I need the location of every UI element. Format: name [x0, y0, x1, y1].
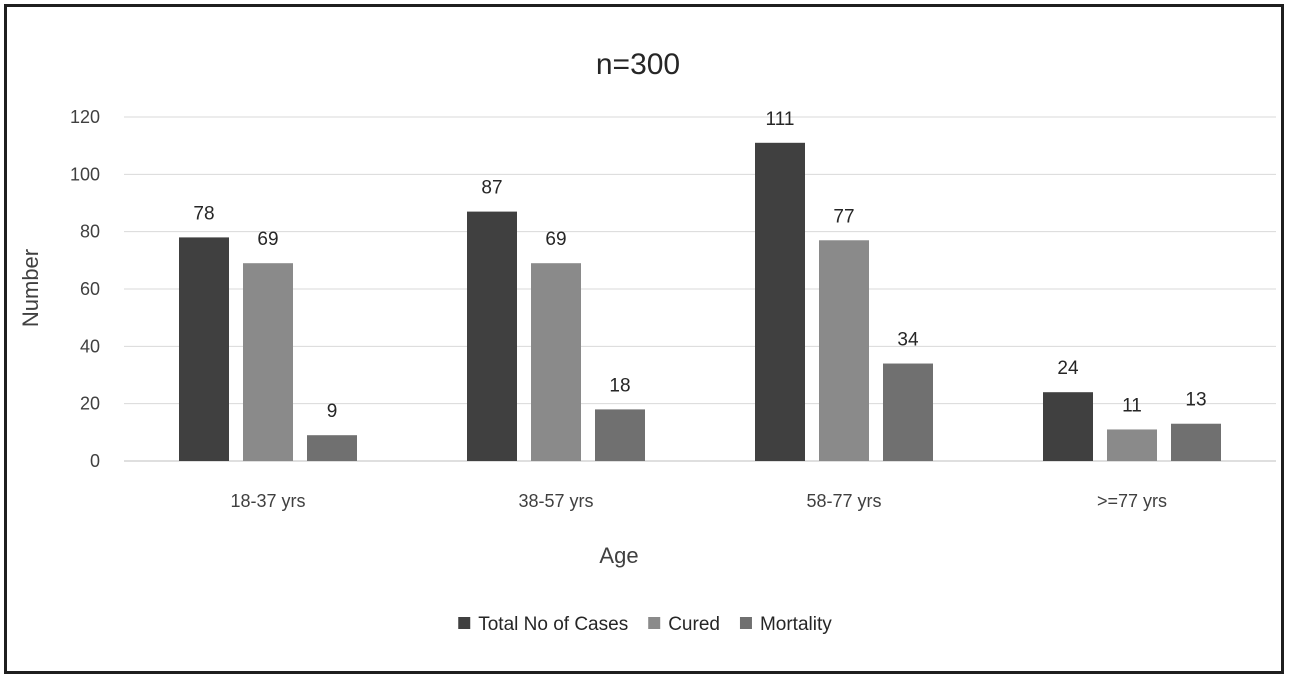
data-label: 24 — [1057, 358, 1079, 379]
x-tick-label: 38-57 yrs — [518, 491, 593, 511]
legend-label: Total No of Cases — [478, 614, 628, 635]
y-tick-label: 40 — [80, 336, 100, 356]
data-label: 34 — [897, 330, 919, 351]
data-label: 9 — [327, 401, 338, 422]
bar — [179, 237, 229, 461]
x-tick-label: 18-37 yrs — [230, 491, 305, 511]
data-label: 78 — [193, 203, 214, 224]
data-label: 18 — [609, 375, 630, 396]
y-tick-label: 0 — [90, 451, 100, 471]
y-tick-label: 100 — [70, 164, 100, 184]
bar — [1171, 423, 1221, 461]
bar — [243, 263, 293, 461]
legend-item: Cured — [648, 614, 720, 635]
data-label: 69 — [545, 229, 566, 250]
y-tick-label: 20 — [80, 394, 100, 414]
x-tick-label: 58-77 yrs — [806, 491, 881, 511]
bar — [883, 363, 933, 461]
data-label: 69 — [257, 229, 278, 250]
bar — [1043, 392, 1093, 461]
bar — [595, 409, 645, 461]
legend-label: Mortality — [760, 614, 832, 635]
data-label: 87 — [481, 178, 502, 199]
y-tick-label: 60 — [80, 279, 100, 299]
y-axis-ticks: 0 20 40 60 80 100 120 — [70, 107, 100, 471]
x-axis-ticks: 18-37 yrs 38-57 yrs 58-77 yrs >=77 yrs — [230, 491, 1167, 511]
bar — [819, 240, 869, 461]
data-label: 11 — [1122, 395, 1142, 416]
x-axis-title: Age — [599, 543, 638, 568]
legend-item: Total No of Cases — [458, 614, 628, 635]
legend-swatch — [739, 617, 752, 629]
legend-swatch — [648, 617, 661, 629]
bars — [179, 142, 1221, 462]
bar — [467, 211, 517, 461]
bar — [531, 263, 581, 461]
legend-swatch — [458, 617, 471, 629]
data-label: 111 — [766, 109, 795, 130]
legend: Total No of Cases Cured Mortality — [458, 614, 832, 635]
data-label: 13 — [1185, 390, 1206, 411]
y-axis-title: Number — [18, 249, 43, 327]
legend-label: Cured — [668, 614, 720, 635]
x-tick-label: >=77 yrs — [1097, 491, 1167, 511]
bar — [755, 142, 805, 462]
y-tick-label: 80 — [80, 222, 100, 242]
data-labels: 78 69 9 87 69 18 111 77 34 24 11 13 — [193, 109, 1206, 422]
data-label: 77 — [833, 206, 854, 227]
bar — [307, 435, 357, 461]
y-tick-label: 120 — [70, 107, 100, 127]
gridlines — [124, 116, 1276, 462]
chart-title: n=300 — [596, 48, 680, 81]
legend-item: Mortality — [739, 614, 832, 635]
bar — [1107, 429, 1157, 461]
